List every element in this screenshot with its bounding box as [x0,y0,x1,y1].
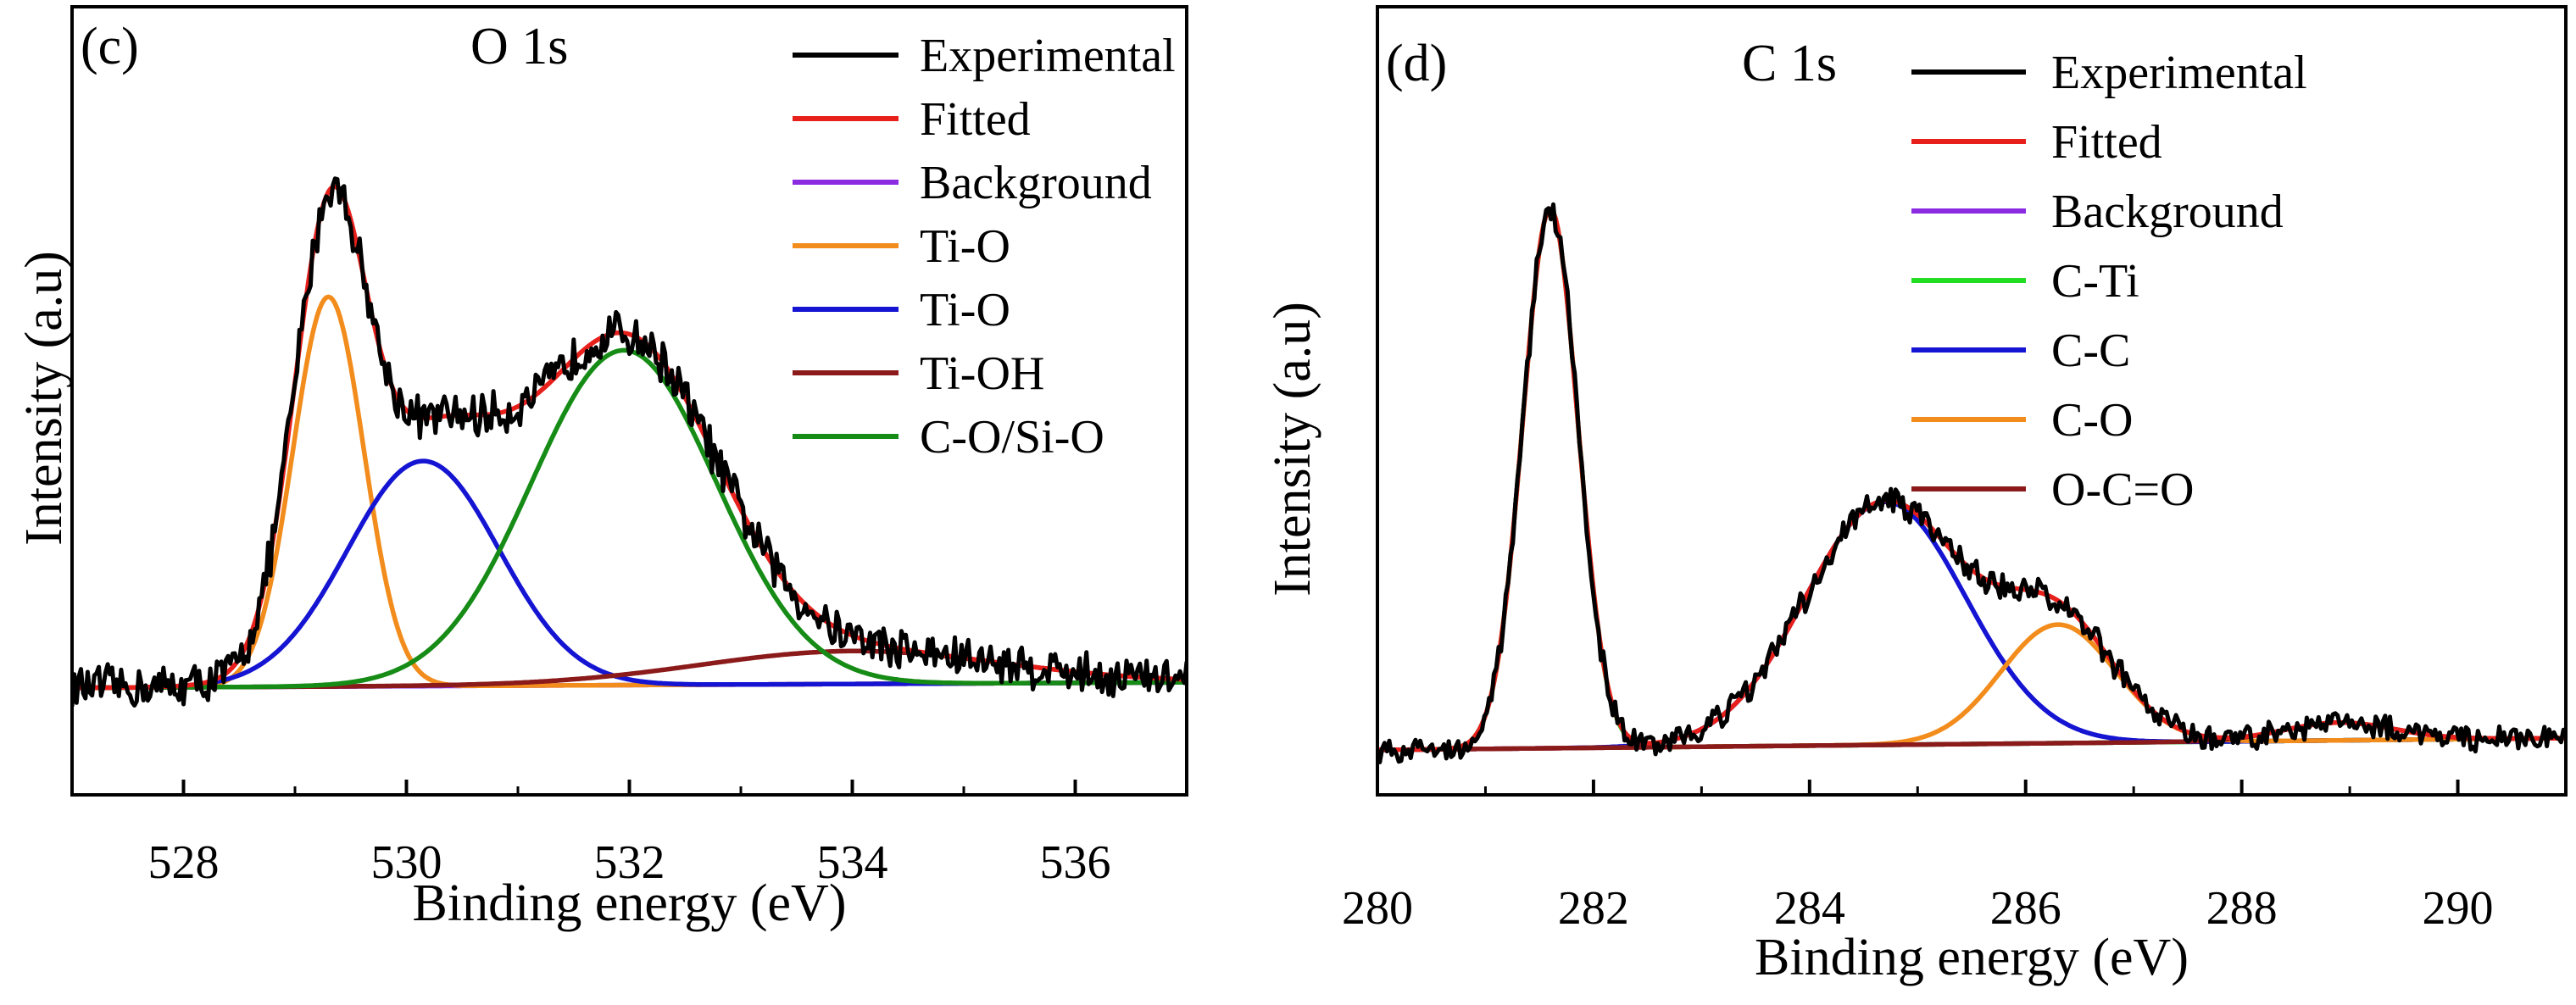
legend-label: C-Ti [2051,255,2139,308]
panel-letter: (d) [1386,35,1447,92]
panel-d-c1s: 280 282 284 286 288 290 Binding energy (eV) Int… [1264,5,2568,986]
x-tick-label: 280 [1342,882,1413,935]
series-line-experimental-0 [1377,202,2566,764]
panel-letter: (c) [81,18,139,75]
x-tick-label: 534 [817,836,888,889]
legend-label: O-C=O [2051,464,2194,516]
series-line-experimental-0 [72,176,1187,708]
plot-frame [1376,5,2568,797]
x-axis-label: Binding energy (eV) [1755,929,2189,986]
legend-label: Ti-OH [920,347,1044,400]
legend-label: C-C [2051,325,2130,377]
x-tick-label: 290 [2423,882,2494,935]
series-line-fitted-1 [1377,206,2566,752]
plot-area [72,176,1187,708]
series-line-c-ti-3 [1377,206,2566,752]
x-tick-label: 536 [1040,836,1111,889]
series-line-c-o-si-o-6 [72,347,1187,691]
x-tick-label: 282 [1558,882,1629,935]
panel-c-o1s: 528 530 532 534 536 Binding energy (eV) Intens… [15,5,1188,932]
x-axis-label: Binding energy (eV) [413,875,847,932]
legend-label: C-O/Si-O [920,411,1104,464]
legend-label: Experimental [2051,47,2307,99]
x-tick-label: 284 [1774,882,1845,935]
legend-label: Fitted [2051,116,2162,169]
x-tick-label: 530 [371,836,442,889]
x-tick-label: 288 [2206,882,2278,935]
x-tick-label: 286 [1990,882,2061,935]
y-axis-label: Intensity (a.u) [15,251,73,546]
legend-label: Background [920,157,1152,209]
legend-label: Fitted [920,93,1031,146]
plot-area [1377,202,2566,764]
legend-label: Ti-O [920,220,1010,273]
chart-title: O 1s [470,18,568,75]
x-tick-label: 532 [594,836,665,889]
legend-label: Background [2051,186,2284,238]
legend-label: Experimental [920,30,1176,82]
series-line-c-c-4 [1377,499,2566,752]
legend-label: Ti-O [920,284,1010,336]
legend-label: C-O [2051,394,2133,447]
x-tick-label: 528 [148,836,220,889]
y-axis-label: Intensity (a.u) [1264,302,1321,597]
chart-title: C 1s [1742,35,1837,92]
